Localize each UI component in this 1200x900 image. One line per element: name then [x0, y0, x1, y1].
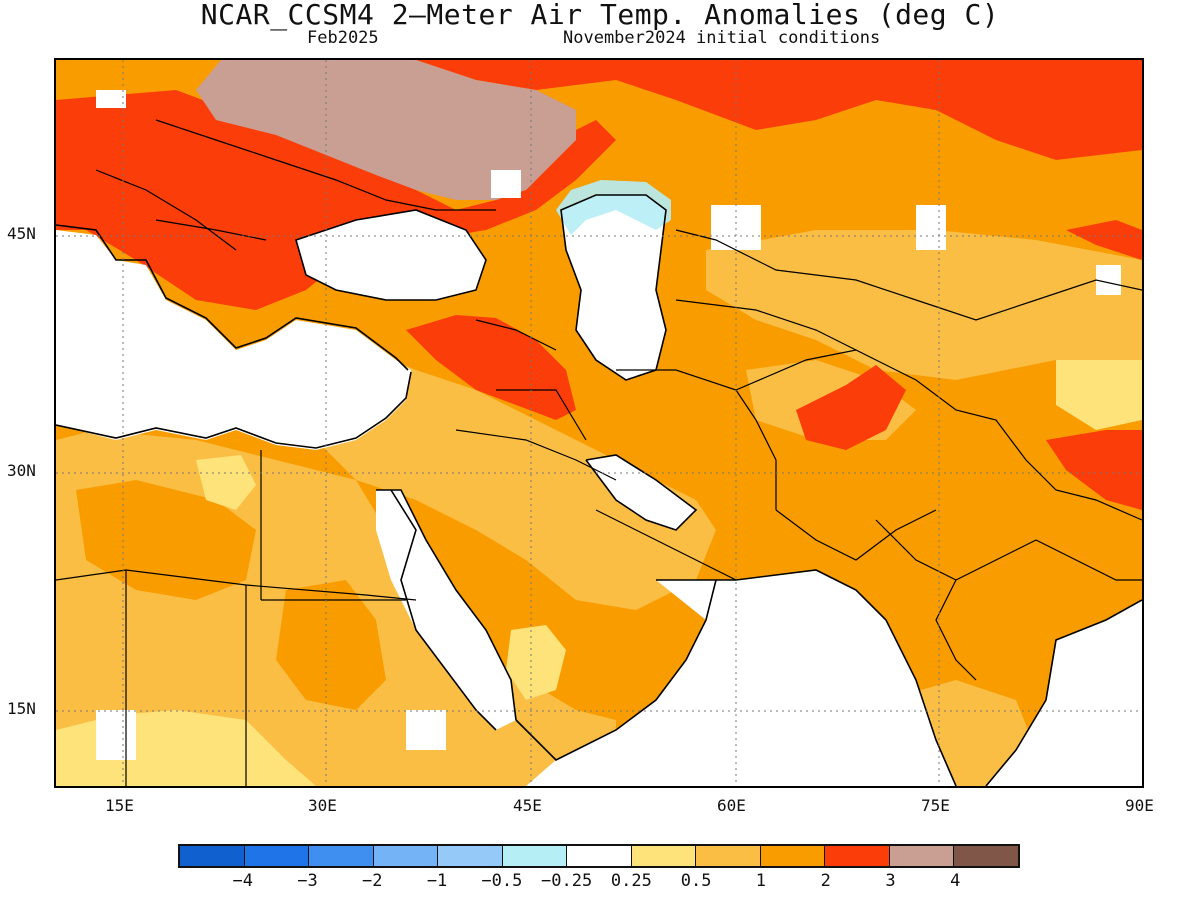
chart-title: NCAR_CCSM4 2–Meter Air Temp. Anomalies (… [200, 0, 1000, 31]
lon-label-15e: 15E [105, 796, 134, 815]
anomaly-zone-yellow-yemen [506, 625, 566, 700]
anomaly-zone-brown-eastern-europe [196, 60, 576, 200]
legend-tick-label: 3 [885, 871, 896, 891]
legend-swatch [502, 846, 568, 866]
mask-patch [711, 205, 761, 250]
sea-mask-caspian-ring-light-blue [556, 180, 671, 235]
anomaly-map [54, 58, 1144, 788]
lat-label-15n: 15N [7, 699, 36, 718]
mask-patch [96, 710, 136, 760]
legend-swatch [244, 846, 310, 866]
legend-tick-label: 4 [950, 871, 961, 891]
anomaly-map-canvas [56, 60, 1142, 786]
legend-tick-label: −1 [426, 871, 448, 891]
lon-label-75e: 75E [921, 796, 950, 815]
legend-swatch [438, 846, 503, 866]
legend-swatch [825, 846, 890, 866]
legend-tick-label: 0.5 [680, 871, 712, 891]
anomaly-zone-red-afghan [796, 365, 906, 450]
sea-mask-bay-of-bengal [986, 600, 1142, 786]
legend-tick-label: 1 [755, 871, 767, 891]
anomaly-zone-orange-west [76, 480, 256, 600]
anomaly-zone-red-europe [56, 90, 616, 310]
anomaly-zone-red-tibet [1046, 430, 1142, 510]
legend-swatch [954, 846, 1018, 866]
sea-mask-arabian-sea [526, 570, 956, 786]
graticule [56, 60, 1142, 786]
lon-label-45e: 45E [513, 796, 542, 815]
legend-tick-label: −0.5 [481, 871, 523, 891]
anomaly-zone-red-kazakh-east [1066, 220, 1142, 260]
anomaly-zone-lightorange-central [306, 350, 716, 610]
lat-label-45n: 45N [7, 224, 36, 243]
anomaly-zone-orange-sudan [276, 580, 386, 710]
legend-swatch [696, 846, 761, 866]
mask-patch [491, 170, 521, 198]
lon-label-90e: 90E [1125, 796, 1154, 815]
sea-mask-black-sea [296, 210, 486, 300]
anomaly-zone-red-turkey [406, 315, 576, 420]
legend-tick-label: 0.25 [610, 871, 652, 891]
mask-patch [406, 710, 446, 750]
sea-mask-persian-gulf [586, 455, 696, 530]
legend-tick-label: 2 [820, 871, 831, 891]
legend-tick-label: −4 [232, 871, 254, 891]
legend-swatch [567, 846, 632, 866]
mask-patch [916, 205, 946, 250]
legend-swatch [889, 846, 955, 866]
coastlines [56, 194, 1142, 786]
sea-mask-mediterranean [56, 230, 411, 450]
legend-swatch [373, 846, 439, 866]
lat-label-30n: 30N [7, 461, 36, 480]
mask-patch [96, 90, 126, 108]
init-conditions-label: November2024 initial conditions [563, 28, 881, 48]
valid-month-label: Feb2025 [307, 28, 379, 48]
country-borders [56, 119, 1142, 786]
legend-swatch [760, 846, 826, 866]
anomaly-zone-lightorange-kazakh [706, 230, 1142, 380]
legend-tick-label: −3 [297, 871, 318, 891]
legend-swatch [180, 846, 245, 866]
anomaly-zone-yellow-tibet [1056, 350, 1142, 430]
legend-tick-label: −0.25 [541, 871, 593, 891]
legend-tick-label: −2 [362, 871, 383, 891]
legend-swatch [631, 846, 697, 866]
mask-patch [1096, 265, 1121, 295]
lon-label-60e: 60E [717, 796, 746, 815]
sea-mask-caspian [561, 195, 666, 380]
color-legend-bar [178, 844, 1020, 868]
lon-label-30e: 30E [308, 796, 337, 815]
legend-swatch [309, 846, 374, 866]
anomaly-zone-red-north [416, 60, 1142, 160]
sea-mask-red-sea [376, 490, 516, 730]
anomaly-zone-yellow-libya [196, 455, 256, 510]
